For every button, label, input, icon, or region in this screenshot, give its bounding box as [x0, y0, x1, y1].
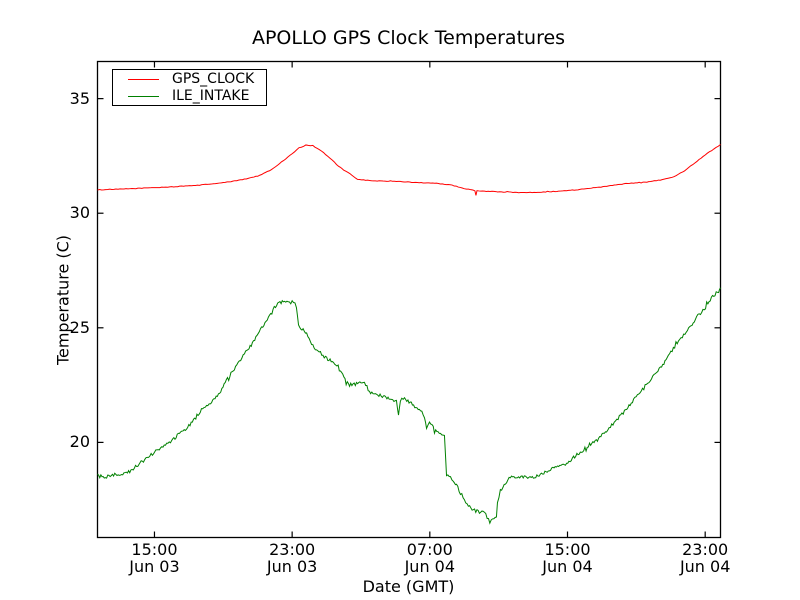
y-axis-label: Temperature (C): [53, 234, 73, 366]
x-tick-date: Jun 03: [129, 557, 180, 576]
x-tick-date: Jun 04: [404, 557, 456, 576]
ile-intake-line-sample-icon: [128, 95, 159, 97]
legend-item-gps-clock: GPS_CLOCK: [113, 71, 266, 87]
legend-label-ile-intake: ILE_INTAKE: [172, 88, 250, 104]
legend-label-gps-clock: GPS_CLOCK: [172, 71, 255, 87]
x-axis-label: Date (GMT): [362, 577, 455, 596]
y-tick-label: 25: [69, 317, 90, 337]
x-tick-label: 07:00 Jun 04: [385, 541, 475, 575]
plot-frame: [96, 60, 722, 539]
y-tick-label: 35: [69, 88, 90, 108]
legend: GPS_CLOCK ILE_INTAKE: [112, 69, 267, 106]
x-tick-date: Jun 04: [679, 557, 731, 576]
chart-title: APOLLO GPS Clock Temperatures: [251, 27, 566, 49]
series-line-ile-intake: [97, 287, 721, 525]
x-tick-time: 07:00: [406, 540, 453, 559]
x-tick-date: Jun 04: [542, 557, 593, 576]
x-tick-time: 15:00: [131, 540, 178, 559]
y-tick-label: 30: [69, 203, 90, 223]
x-tick-time: 23:00: [682, 540, 729, 559]
x-tick-label: 23:00 Jun 03: [247, 541, 337, 575]
legend-item-ile-intake: ILE_INTAKE: [113, 88, 266, 104]
x-tick-label: 23:00 Jun 04: [660, 541, 750, 575]
y-tick-label: 20: [69, 432, 90, 452]
x-tick-time: 23:00: [269, 540, 316, 559]
series-line-gps-clock: [97, 144, 721, 196]
gps-clock-line-sample-icon: [128, 78, 159, 80]
x-tick-time: 15:00: [544, 540, 591, 559]
x-tick-label: 15:00 Jun 04: [523, 541, 613, 575]
x-tick-date: Jun 03: [266, 557, 318, 576]
x-tick-label: 15:00 Jun 03: [109, 541, 199, 575]
